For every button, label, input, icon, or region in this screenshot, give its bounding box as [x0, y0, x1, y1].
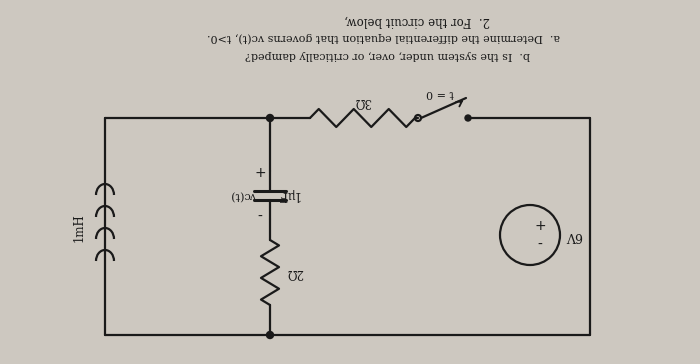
- Text: 2Ω: 2Ω: [286, 266, 303, 279]
- Text: -: -: [538, 238, 542, 252]
- Text: -: -: [258, 210, 262, 224]
- Text: +: +: [534, 219, 546, 233]
- Text: 1mH: 1mH: [73, 214, 85, 242]
- Text: 2.  For the circuit below,: 2. For the circuit below,: [344, 14, 490, 27]
- Circle shape: [267, 332, 274, 339]
- Circle shape: [465, 115, 471, 121]
- Text: +: +: [254, 166, 266, 180]
- Text: a.  Determine the differential equation that governs vc(t), t>0.: a. Determine the differential equation t…: [207, 32, 560, 43]
- Text: 1μF: 1μF: [276, 189, 300, 202]
- Text: t = 0: t = 0: [426, 88, 454, 98]
- Circle shape: [267, 115, 274, 122]
- Text: 6V: 6V: [566, 229, 582, 241]
- Text: vc(t): vc(t): [231, 190, 257, 200]
- Text: 3Ω: 3Ω: [354, 95, 371, 107]
- Text: b.  Is the system under, over, or critically damped?: b. Is the system under, over, or critica…: [245, 50, 530, 60]
